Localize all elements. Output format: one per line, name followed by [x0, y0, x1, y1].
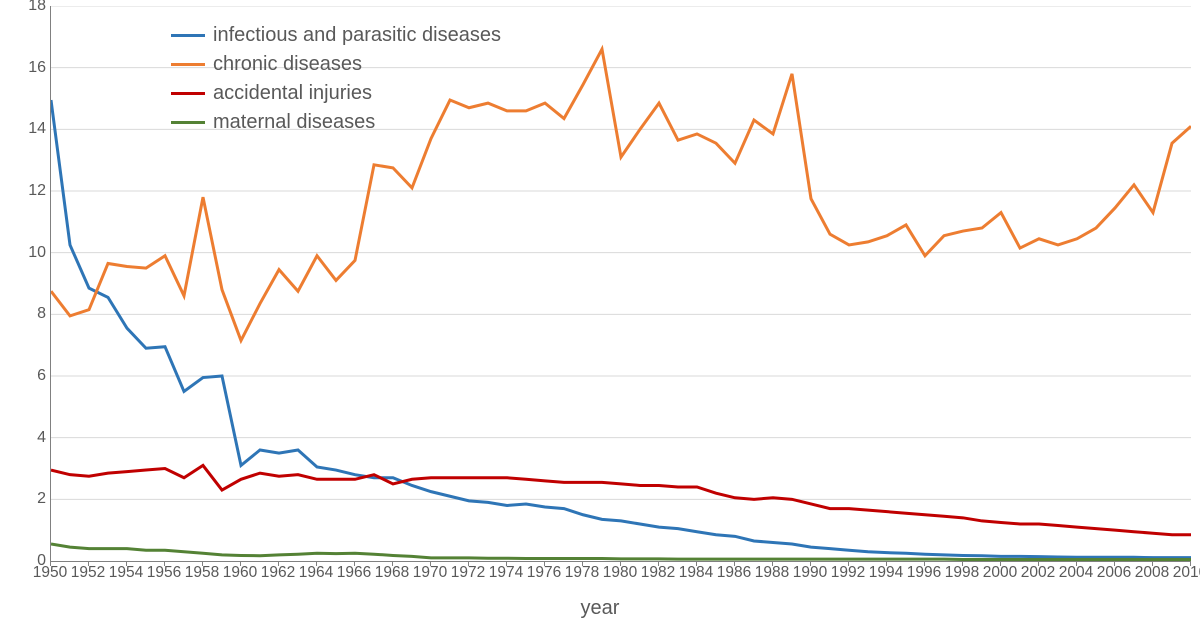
x-tick-label: 1996 — [907, 564, 941, 582]
x-tick-mark — [620, 561, 621, 566]
line-chart: potential gain in life expectancy (years… — [0, 0, 1200, 626]
x-tick-mark — [316, 561, 317, 566]
x-tick-label: 1972 — [451, 564, 485, 582]
x-tick-mark — [506, 561, 507, 566]
x-tick-mark — [544, 561, 545, 566]
series-line — [51, 465, 1191, 534]
x-tick-mark — [848, 561, 849, 566]
legend-swatch — [171, 34, 205, 37]
x-tick-label: 1974 — [489, 564, 523, 582]
x-tick-label: 2004 — [1059, 564, 1093, 582]
x-tick-label: 1988 — [755, 564, 789, 582]
x-tick-label: 1952 — [71, 564, 105, 582]
x-tick-mark — [468, 561, 469, 566]
x-tick-mark — [202, 561, 203, 566]
legend-label: chronic diseases — [213, 53, 362, 76]
legend-item: accidental injuries — [171, 82, 501, 105]
x-axis-label: year — [0, 597, 1200, 620]
y-tick-label: 16 — [6, 59, 46, 77]
x-tick-label: 1998 — [945, 564, 979, 582]
y-tick-label: 4 — [6, 429, 46, 447]
legend-item: infectious and parasitic diseases — [171, 24, 501, 47]
x-tick-mark — [734, 561, 735, 566]
legend-swatch — [171, 121, 205, 124]
x-tick-mark — [430, 561, 431, 566]
legend-label: infectious and parasitic diseases — [213, 24, 501, 47]
x-tick-mark — [1152, 561, 1153, 566]
y-tick-label: 8 — [6, 305, 46, 323]
legend-item: maternal diseases — [171, 111, 501, 134]
x-tick-mark — [50, 561, 51, 566]
x-tick-label: 1950 — [33, 564, 67, 582]
x-tick-mark — [126, 561, 127, 566]
legend-label: maternal diseases — [213, 111, 375, 134]
x-tick-label: 2006 — [1097, 564, 1131, 582]
x-tick-label: 1980 — [603, 564, 637, 582]
legend-swatch — [171, 63, 205, 66]
x-tick-mark — [772, 561, 773, 566]
legend-label: accidental injuries — [213, 82, 372, 105]
x-tick-mark — [1038, 561, 1039, 566]
x-tick-mark — [278, 561, 279, 566]
x-tick-label: 1954 — [109, 564, 143, 582]
x-tick-mark — [88, 561, 89, 566]
x-tick-mark — [164, 561, 165, 566]
legend: infectious and parasitic diseases chronic… — [171, 24, 501, 140]
x-tick-label: 1986 — [717, 564, 751, 582]
x-tick-mark — [962, 561, 963, 566]
x-tick-mark — [1076, 561, 1077, 566]
legend-swatch — [171, 92, 205, 95]
x-tick-mark — [1190, 561, 1191, 566]
x-tick-label: 1992 — [831, 564, 865, 582]
x-tick-label: 1964 — [299, 564, 333, 582]
y-tick-label: 12 — [6, 182, 46, 200]
x-tick-label: 1958 — [185, 564, 219, 582]
x-tick-label: 1994 — [869, 564, 903, 582]
x-tick-label: 2002 — [1021, 564, 1055, 582]
x-tick-mark — [354, 561, 355, 566]
x-tick-label: 1968 — [375, 564, 409, 582]
x-tick-mark — [810, 561, 811, 566]
y-tick-label: 6 — [6, 367, 46, 385]
x-tick-mark — [924, 561, 925, 566]
x-tick-mark — [240, 561, 241, 566]
x-tick-label: 1976 — [527, 564, 561, 582]
x-tick-label: 1982 — [641, 564, 675, 582]
x-tick-label: 2010 — [1173, 564, 1200, 582]
x-tick-mark — [1000, 561, 1001, 566]
x-tick-label: 1990 — [793, 564, 827, 582]
x-tick-mark — [582, 561, 583, 566]
legend-item: chronic diseases — [171, 53, 501, 76]
x-tick-label: 1962 — [261, 564, 295, 582]
y-tick-label: 2 — [6, 490, 46, 508]
x-tick-mark — [392, 561, 393, 566]
x-tick-label: 2000 — [983, 564, 1017, 582]
y-tick-label: 14 — [6, 120, 46, 138]
x-tick-label: 1984 — [679, 564, 713, 582]
x-tick-mark — [696, 561, 697, 566]
x-tick-label: 1960 — [223, 564, 257, 582]
x-tick-mark — [658, 561, 659, 566]
x-tick-label: 1978 — [565, 564, 599, 582]
y-tick-label: 18 — [6, 0, 46, 15]
x-tick-label: 1966 — [337, 564, 371, 582]
y-tick-label: 10 — [6, 244, 46, 262]
x-tick-mark — [886, 561, 887, 566]
x-tick-label: 1956 — [147, 564, 181, 582]
x-tick-label: 1970 — [413, 564, 447, 582]
x-tick-label: 2008 — [1135, 564, 1169, 582]
plot-area: infectious and parasitic diseases chronic… — [50, 6, 1191, 562]
x-tick-mark — [1114, 561, 1115, 566]
